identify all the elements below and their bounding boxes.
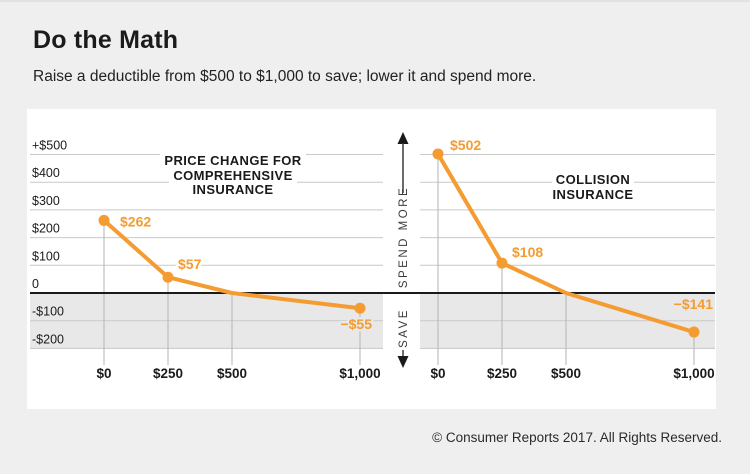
spend-more-up-arrow-icon [397,132,409,144]
x-axis-tick-label: $250 [153,366,183,381]
data-point [354,302,366,314]
y-axis-tick-label: -$200 [32,332,64,346]
data-point-label: $108 [512,244,543,260]
data-point-label: −$55 [340,316,372,332]
x-axis-tick-label: $1,000 [673,366,714,381]
x-axis-tick-label: $500 [217,366,247,381]
data-point-label: −$141 [674,296,714,312]
save-label: SAVE [398,308,410,348]
data-point [496,257,508,269]
spend-save-axis: SPEND MORE SAVE [397,132,410,368]
x-axis-tick-label: $0 [96,366,111,381]
right-chart-title: COLLISION INSURANCE [518,172,668,202]
comprehensive-series: $262 $57 −$55 [98,211,375,335]
page-title: Do the Math [33,26,179,54]
data-point [688,326,700,338]
data-point-label: $502 [450,137,481,153]
data-point [98,214,110,226]
spend-more-label: SPEND MORE [398,186,410,288]
y-axis-tick-label: $400 [32,166,60,180]
data-point [162,271,174,283]
y-axis-tick-label: $300 [32,194,60,208]
x-axis-tick-label: $1,000 [339,366,380,381]
y-axis-tick-label: -$100 [32,305,64,319]
y-axis-tick-label: $100 [32,249,60,263]
copyright-notice: © Consumer Reports 2017. All Rights Rese… [432,430,722,445]
data-point [432,148,444,160]
collision-series: $502 $108 −$141 [432,134,716,338]
x-axis-tick-label: $500 [551,366,581,381]
data-point-label: $57 [178,256,202,272]
chart-card: +$500 $400 $300 $200 $100 0 -$100 -$200 $0 $250 $5… [27,109,716,409]
x-axis-tick-label: $0 [430,366,445,381]
save-down-arrow-icon [397,356,409,368]
x-axis-tick-label: $250 [487,366,517,381]
data-point-label: $262 [120,213,151,229]
y-axis-tick-label: +$500 [32,139,67,153]
y-axis-tick-label: $200 [32,222,60,236]
left-chart-title: PRICE CHANGE FOR COMPREHENSIVE INSURANCE [138,153,328,198]
y-axis-tick-label: 0 [32,277,39,291]
page-subtitle: Raise a deductible from $500 to $1,000 t… [33,68,537,85]
dual-line-chart: +$500 $400 $300 $200 $100 0 -$100 -$200 $0 $250 $5… [30,132,716,381]
chart-header: Do the Math Raise a deductible from $500… [33,26,536,86]
series-line [102,218,362,311]
series-line [436,151,696,335]
